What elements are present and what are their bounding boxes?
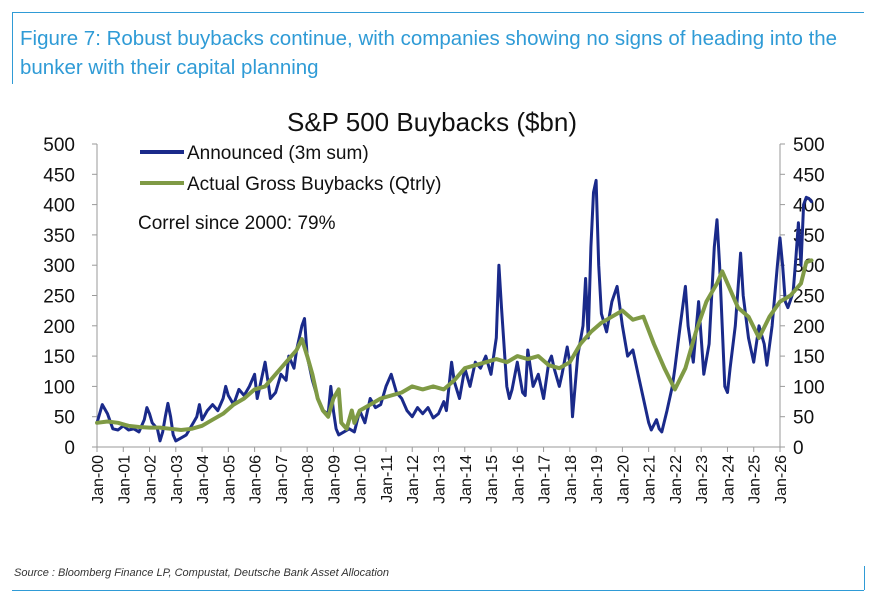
y-tick-label-left: 150 (43, 347, 75, 368)
y-tick-label-right: 250 (793, 287, 825, 308)
x-tick-label: Jan-10 (353, 455, 370, 504)
figure-title: Figure 7: Robust buybacks continue, with… (20, 27, 838, 79)
y-tick-label-left: 0 (64, 438, 75, 459)
y-tick-label-right: 500 (793, 135, 825, 156)
x-tick-label: Jan-19 (589, 455, 606, 504)
buybacks-chart: S&P 500 Buybacks ($bn) 0 0 50 50 100 100 150 15… (43, 107, 824, 504)
x-tick-label: Jan-11 (379, 455, 396, 503)
x-tick-label: Jan-21 (642, 455, 659, 504)
correlation-annotation: Correl since 2000: 79% (138, 213, 336, 234)
y-tick-label-left: 50 (54, 408, 75, 429)
legend-label-announced: Announced (3m sum) (187, 143, 369, 164)
y-tick-label-left: 450 (43, 165, 75, 186)
y-tick-label-left: 300 (43, 256, 75, 277)
x-tick-label: Jan-24 (720, 455, 737, 504)
y-tick-label-right: 0 (793, 438, 804, 459)
y-tick-label-left: 200 (43, 317, 75, 338)
source-note: Source : Bloomberg Finance LP, Compustat… (14, 567, 390, 579)
y-tick-label-right: 200 (793, 317, 825, 338)
x-tick-label: Jan-06 (248, 455, 265, 504)
x-tick-label: Jan-23 (694, 455, 711, 504)
x-tick-label: Jan-00 (90, 455, 107, 504)
y-tick-label-right: 450 (793, 165, 825, 186)
x-tick-label: Jan-12 (405, 455, 422, 504)
y-tick-label-right: 150 (793, 347, 825, 368)
x-tick-label: Jan-07 (274, 455, 291, 504)
figure-frame-left (12, 12, 13, 84)
x-tick-label: Jan-25 (747, 455, 764, 504)
x-tick-label: Jan-02 (143, 455, 160, 504)
x-tick-label: Jan-16 (510, 455, 527, 504)
legend-label-actual: Actual Gross Buybacks (Qtrly) (187, 174, 441, 195)
legend: Announced (3m sum) Actual Gross Buybacks… (140, 143, 441, 195)
y-tick-label-right: 400 (793, 196, 825, 217)
chart-title: S&P 500 Buybacks ($bn) (287, 107, 577, 137)
x-tick-label: Jan-22 (668, 455, 685, 504)
x-tick-label: Jan-18 (563, 455, 580, 504)
x-tick-label: Jan-14 (458, 455, 475, 504)
x-tick-label: Jan-26 (773, 455, 790, 504)
figure-frame-top (12, 12, 864, 13)
x-tick-label: Jan-05 (221, 455, 238, 504)
x-tick-label: Jan-08 (300, 455, 317, 504)
x-tick-label: Jan-17 (537, 455, 554, 504)
series-layer (95, 178, 814, 443)
y-tick-label-right: 100 (793, 377, 825, 398)
figure-frame-right (864, 566, 865, 590)
series-line-actual (95, 258, 814, 432)
x-tick-label: Jan-04 (195, 455, 212, 504)
x-tick-label: Jan-03 (169, 455, 186, 504)
y-tick-label-left: 250 (43, 287, 75, 308)
figure-frame-bottom (12, 590, 864, 591)
x-tick-label: Jan-09 (326, 455, 343, 504)
x-tick-label: Jan-01 (116, 455, 133, 504)
x-tick-label: Jan-20 (615, 455, 632, 504)
y-tick-label-left: 100 (43, 377, 75, 398)
x-tick-label: Jan-13 (432, 455, 449, 504)
y-tick-label-left: 350 (43, 226, 75, 247)
y-tick-label-left: 500 (43, 135, 75, 156)
y-tick-label-right: 50 (793, 408, 814, 429)
x-tick-label: Jan-15 (484, 455, 501, 504)
y-tick-label-left: 400 (43, 196, 75, 217)
series-line-announced (95, 178, 813, 443)
